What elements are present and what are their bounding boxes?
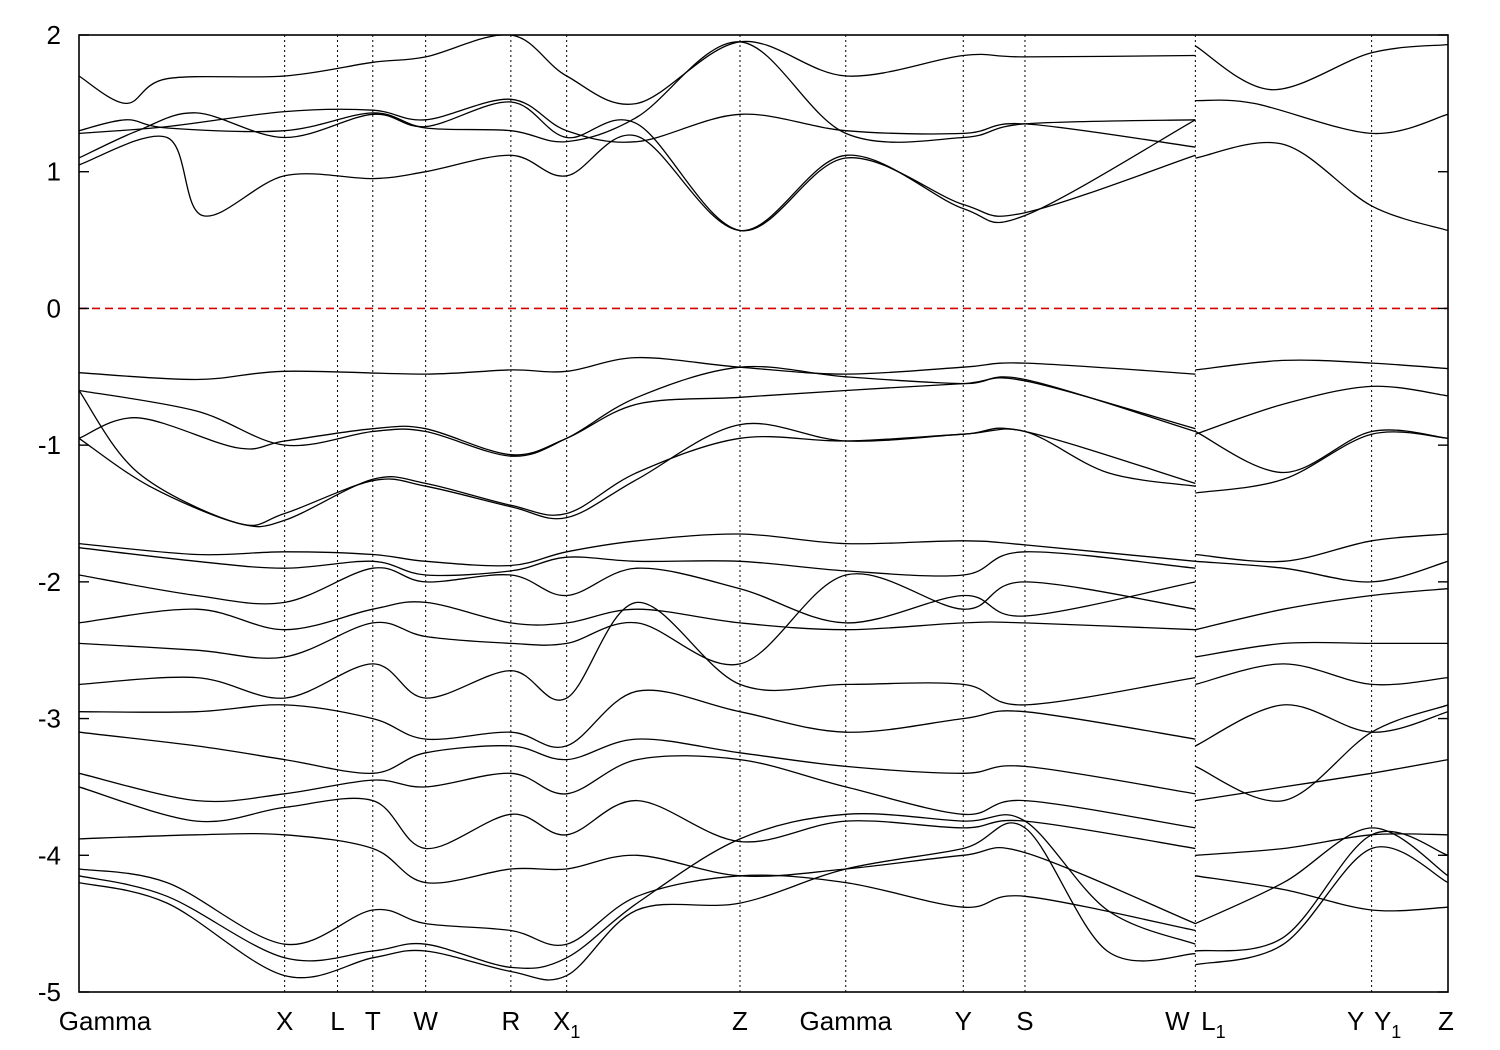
x-kpoint-label: Y1 (1374, 1006, 1401, 1042)
band-line-24 (79, 731, 1196, 795)
kpoint-gridlines (284, 35, 1373, 992)
band-line-18 (79, 547, 1196, 577)
band-line-31 (1195, 533, 1448, 563)
y-tick-label: 2 (47, 20, 61, 50)
band-line-14 (1195, 385, 1448, 435)
x-kpoint-label: Gamma (59, 1006, 152, 1036)
x-kpoint-label: R (501, 1006, 520, 1036)
band-line-8 (79, 356, 1196, 381)
y-tick-label: -2 (38, 567, 61, 597)
x-kpoint-label: W (1165, 1006, 1190, 1036)
band-line-33 (1195, 588, 1448, 631)
x-kpoint-label: X (276, 1006, 293, 1036)
band-line-30 (79, 822, 1196, 981)
band-line-26 (79, 786, 1196, 850)
y-tick-label: 1 (47, 157, 61, 187)
band-line-39 (1195, 833, 1448, 856)
band-line-10 (79, 377, 1196, 456)
band-line-0 (79, 119, 1196, 232)
band-line-38 (1195, 758, 1448, 802)
band-line-29 (79, 813, 1196, 970)
band-line-41 (1195, 830, 1448, 952)
band-line-13 (1195, 359, 1448, 371)
band-line-42 (1195, 846, 1448, 966)
band-line-36 (1195, 704, 1448, 747)
band-line-6 (1195, 99, 1448, 135)
x-kpoint-label: T (365, 1006, 381, 1036)
y-tick-label: 0 (47, 293, 61, 323)
band-line-3 (79, 35, 1196, 105)
x-kpoint-label: Z (1438, 1006, 1454, 1036)
band-line-1 (79, 101, 1196, 232)
y-tick-label: -1 (38, 430, 61, 460)
x-kpoint-label: Gamma (800, 1006, 893, 1036)
band-line-12 (79, 390, 1196, 527)
plot-frame (78, 34, 1449, 993)
band-line-28 (79, 868, 1196, 946)
band-line-27 (79, 832, 1196, 925)
band-line-15 (1195, 429, 1448, 474)
band-line-9 (79, 365, 1196, 457)
x-kpoint-label: X1 (553, 1006, 580, 1042)
band-line-25 (79, 755, 1196, 829)
y-tick-label: -5 (38, 977, 61, 1007)
band-line-19 (79, 567, 1196, 624)
band-line-40 (1195, 827, 1448, 925)
band-line-34 (1195, 641, 1448, 658)
band-line-21 (79, 573, 1196, 666)
band-line-43 (1195, 875, 1448, 912)
x-axis-kpoint-labels: Gamma X L T W R X1 Z Gamma Y S W L1 Y Y1 Z (59, 1006, 1454, 1042)
band-line-4 (79, 41, 1196, 143)
band-line-37 (1195, 704, 1448, 802)
y-tick-label: -4 (38, 840, 61, 870)
band-line-11 (79, 427, 1196, 528)
band-line-20 (79, 601, 1196, 631)
band-line-22 (79, 601, 1196, 706)
band-line-16 (1195, 431, 1448, 494)
band-line-23 (79, 689, 1196, 748)
y-tick-label: -3 (38, 704, 61, 734)
x-kpoint-label: Z (732, 1006, 748, 1036)
y-axis-ticks: 2 1 0 -1 -2 -3 -4 -5 (38, 20, 1448, 1007)
x-kpoint-label: Y (955, 1006, 972, 1036)
band-line-5 (1195, 141, 1448, 232)
band-lines (79, 35, 1448, 981)
x-kpoint-label: Y (1347, 1006, 1364, 1036)
band-line-17 (79, 533, 1196, 567)
x-kpoint-label: L (330, 1006, 344, 1036)
band-line-7 (1195, 43, 1448, 91)
x-kpoint-label: L1 (1201, 1006, 1225, 1042)
band-line-35 (1195, 663, 1448, 686)
x-kpoint-label: W (413, 1006, 438, 1036)
band-line-32 (1195, 560, 1448, 583)
x-kpoint-label: S (1016, 1006, 1033, 1036)
